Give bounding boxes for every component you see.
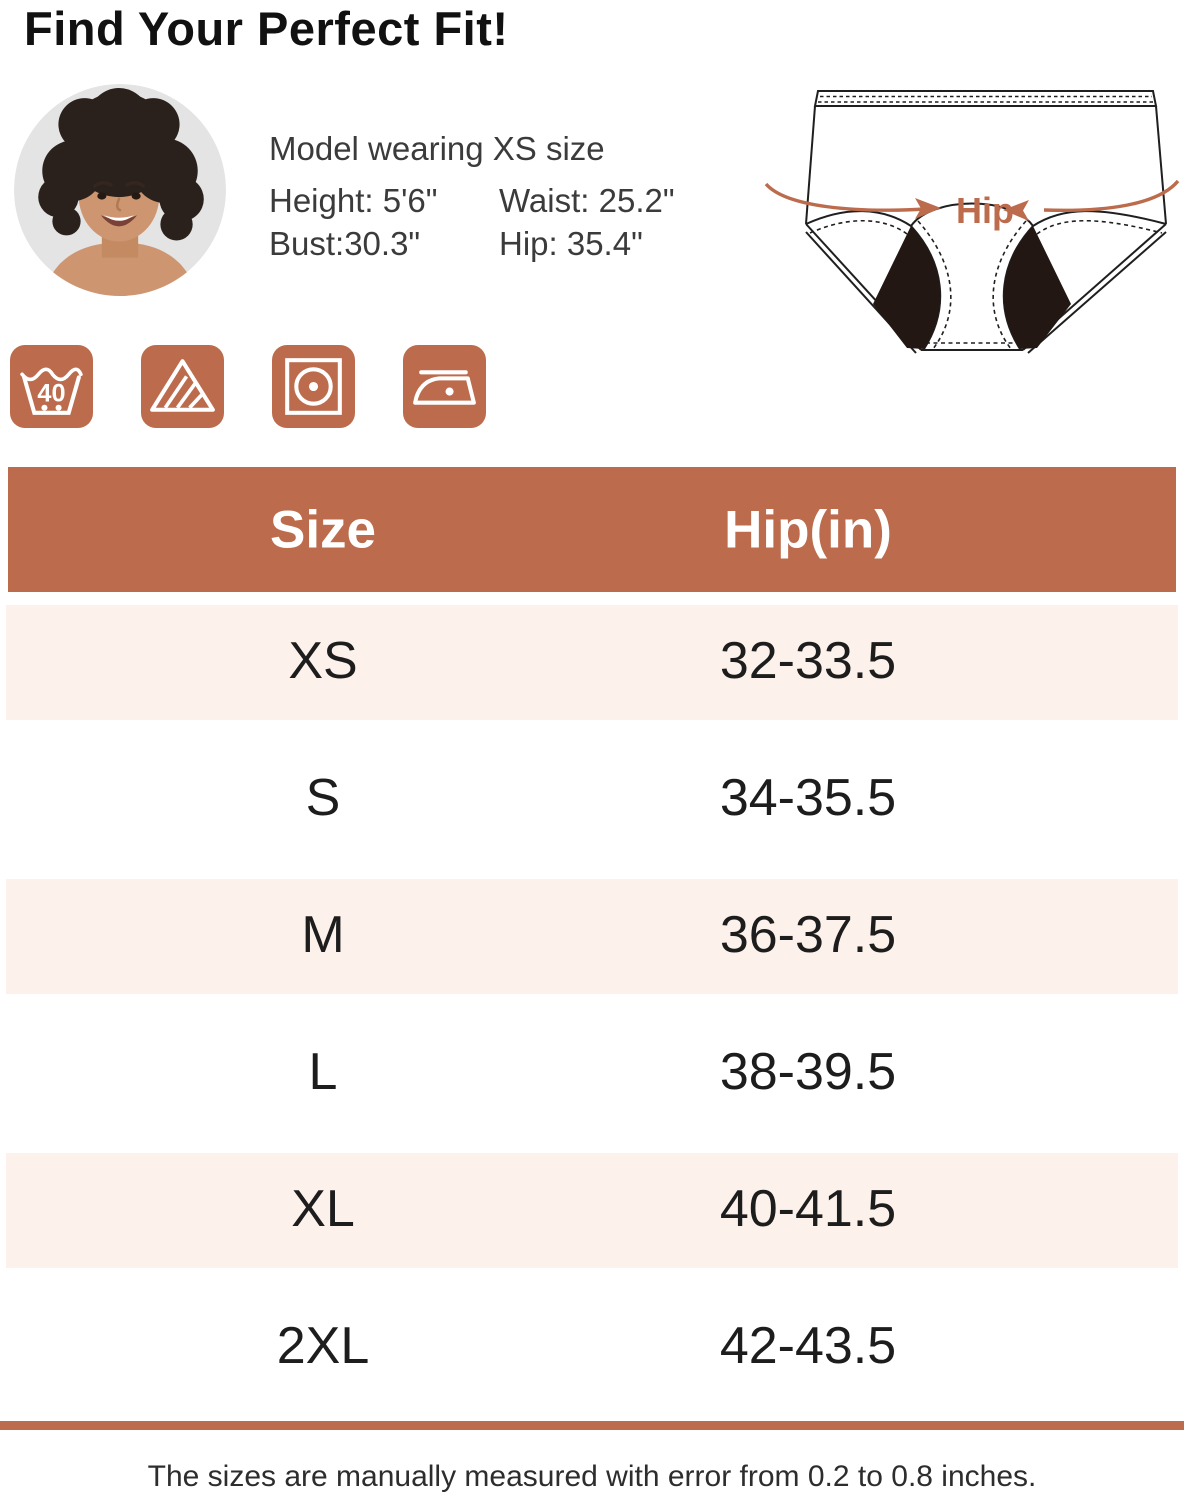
- non-chlorine-bleach-icon: [141, 345, 224, 428]
- hip-cell: 40-41.5: [719, 1179, 897, 1238]
- size-cell: XS: [288, 631, 358, 690]
- size-table-rows: XS 32-33.5 S 34-35.5 M 36-37.5 L 38-39.5 XL 40-41…: [6, 592, 1178, 1414]
- leakproof-panel-right: [1003, 226, 1071, 349]
- table-row-L: L 38-39.5: [8, 1003, 1176, 1140]
- size-cell: M: [301, 905, 345, 964]
- hip-cell: 36-37.5: [719, 905, 897, 964]
- table-header: Size Hip(in): [8, 467, 1176, 592]
- hip-cell: 34-35.5: [719, 768, 897, 827]
- footer-divider: [0, 1421, 1184, 1430]
- header-size: Size: [269, 500, 377, 559]
- hip-cell: 38-39.5: [719, 1042, 897, 1101]
- model-hip: Hip: 35.4": [499, 225, 643, 262]
- table-row-2XL: 2XL 42-43.5: [8, 1277, 1176, 1414]
- hip-label: Hip: [956, 190, 1014, 231]
- size-cell: 2XL: [276, 1316, 370, 1375]
- model-caption: Model wearing XS size: [269, 130, 605, 167]
- leakproof-panel-left: [873, 226, 941, 349]
- page-title: Find Your Perfect Fit!: [24, 2, 509, 55]
- table-row-M: M 36-37.5: [6, 866, 1178, 1003]
- hip-cell: 42-43.5: [719, 1316, 897, 1375]
- machine-wash-40-icon: 40: [10, 345, 93, 428]
- model-height: Height: 5'6": [269, 182, 438, 219]
- size-cell: XL: [291, 1179, 355, 1238]
- svg-text:40: 40: [37, 380, 65, 408]
- footer-note: The sizes are manually measured with err…: [147, 1460, 1037, 1493]
- size-cell: L: [308, 1042, 338, 1101]
- table-row-S: S 34-35.5: [8, 729, 1176, 866]
- hip-cell: 32-33.5: [719, 631, 897, 690]
- hip-measurement-diagram: Hip: [764, 90, 1180, 354]
- hip-measure-arrows: [764, 179, 1180, 212]
- model-bust: Bust:30.3": [269, 225, 421, 262]
- tumble-dry-low-icon: [272, 345, 355, 428]
- header-hip: Hip(in): [724, 500, 892, 559]
- table-row-XL: XL 40-41.5: [6, 1140, 1178, 1277]
- model-waist: Waist: 25.2": [499, 182, 675, 219]
- model-photo: [14, 84, 226, 296]
- table-row-XS: XS 32-33.5: [6, 592, 1178, 729]
- iron-low-icon: [403, 345, 486, 428]
- size-cell: S: [305, 768, 341, 827]
